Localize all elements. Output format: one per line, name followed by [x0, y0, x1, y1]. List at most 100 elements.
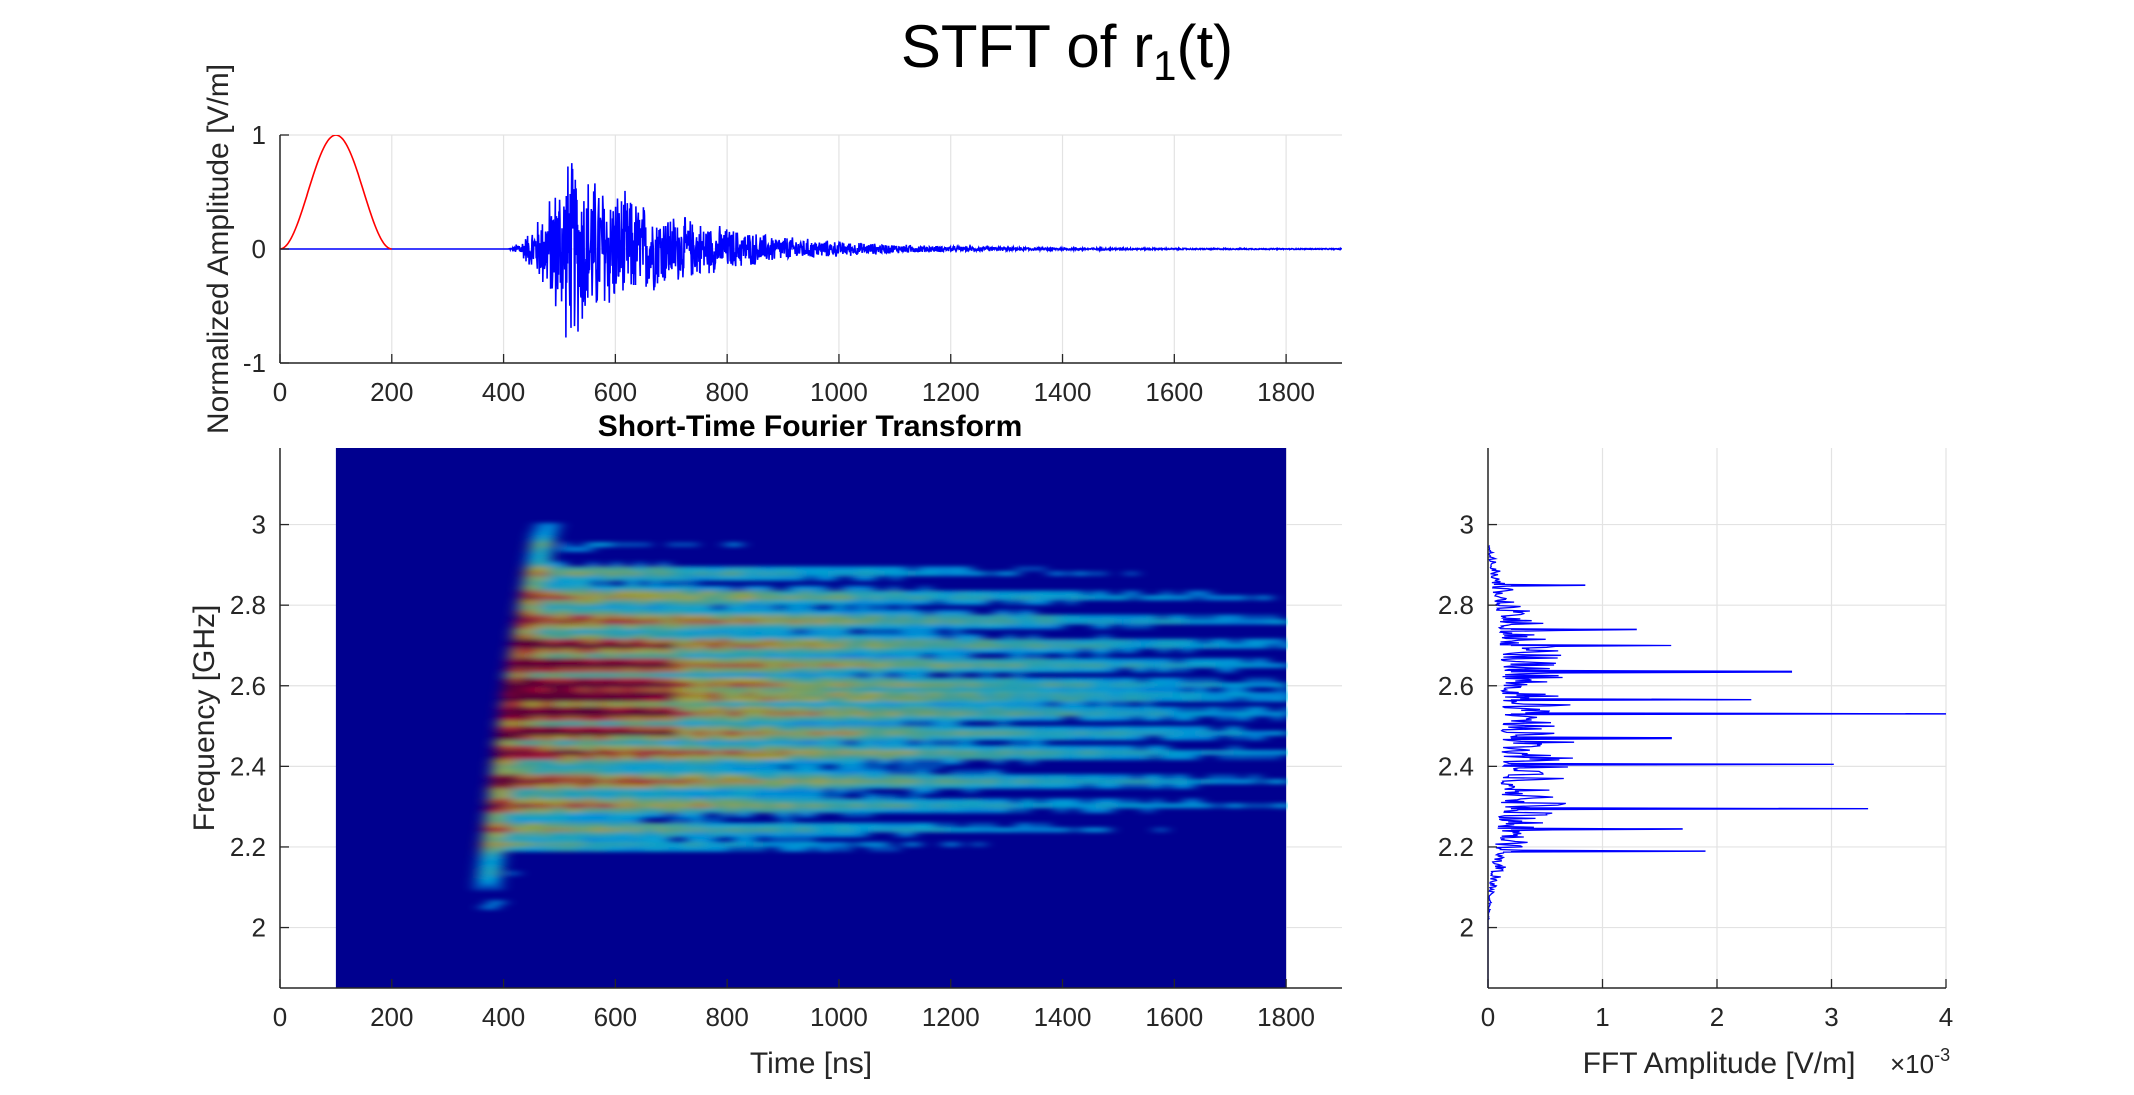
stft-heatmap-cell	[1072, 697, 1082, 701]
stft-heatmap-cell	[918, 741, 927, 745]
stft-heatmap-cell	[724, 591, 733, 595]
stft-heatmap-cell	[639, 833, 648, 837]
stft-heatmap-cell	[913, 717, 923, 721]
stft-heatmap-cell	[687, 664, 696, 667]
stft-heatmap-cell	[627, 809, 636, 813]
stft-heatmap-cell	[840, 596, 850, 600]
stft-heatmap-cell	[734, 823, 744, 827]
stft-heatmap-cell	[543, 847, 552, 851]
stft-heatmap-cell	[729, 644, 739, 648]
stft-heatmap-cell	[976, 775, 985, 779]
stft-heatmap-cell	[845, 702, 854, 706]
stft-heatmap-cell	[632, 581, 641, 585]
stft-heatmap-cell	[1117, 712, 1127, 716]
stft-heatmap-cell	[985, 707, 994, 711]
stft-heatmap-cell	[729, 693, 738, 696]
stft-heatmap-cell	[858, 775, 868, 779]
stft-heatmap-cell	[959, 784, 968, 788]
stft-heatmap-cell	[673, 654, 682, 658]
stft-heatmap-cell	[791, 649, 801, 653]
stft-heatmap-cell	[1110, 659, 1120, 663]
stft-heatmap-cell	[658, 751, 668, 754]
stft-heatmap-cell	[678, 586, 687, 590]
stft-heatmap-cell	[898, 770, 907, 774]
stft-heatmap-cell	[772, 775, 782, 779]
stft-heatmap-cell	[1015, 828, 1025, 832]
stft-heatmap-cell	[1059, 683, 1068, 687]
stft-heatmap-cell	[644, 683, 653, 687]
stft-heatmap-cell	[1002, 755, 1011, 759]
stft-heatmap-cell	[673, 697, 683, 701]
stft-heatmap-cell	[643, 606, 652, 609]
stft-heatmap-cell	[1192, 683, 1201, 687]
stft-heatmap-cell	[1035, 688, 1044, 692]
stft-heatmap-cell	[1254, 644, 1263, 648]
stft-heatmap-cell	[1104, 649, 1114, 653]
stft-heatmap-cell	[507, 664, 516, 667]
stft-heatmap-cell	[738, 639, 748, 643]
stft-heatmap-cell	[1048, 572, 1058, 576]
stft-heatmap-cell	[648, 712, 657, 716]
stft-heatmap-cell	[1097, 693, 1106, 696]
stft-heatmap-cell	[1171, 780, 1180, 784]
stft-heatmap-cell	[536, 726, 546, 730]
stft-heatmap-cell	[675, 601, 685, 605]
stft-heatmap-cell	[789, 620, 798, 624]
stft-heatmap-cell	[872, 591, 882, 595]
stft-heatmap-cell	[764, 668, 774, 672]
stft-heatmap-cell	[917, 799, 927, 803]
stft-heatmap-cell	[827, 828, 837, 832]
stft-heatmap-cell	[772, 833, 781, 837]
stft-heatmap-cell	[911, 842, 921, 846]
stft-heatmap-cell	[767, 567, 777, 571]
stft-heatmap-cell	[606, 784, 616, 788]
stft-heatmap-cell	[969, 659, 979, 663]
stft-heatmap-cell	[964, 644, 974, 648]
stft-heatmap-cell	[1181, 615, 1190, 619]
stft-heatmap-cell	[700, 731, 709, 735]
stft-heatmap-cell	[539, 707, 548, 711]
stft-heatmap-cell	[992, 770, 1001, 774]
stft-heatmap-cell	[692, 731, 702, 735]
stft-heatmap-cell	[589, 741, 598, 745]
stft-heatmap-cell	[1055, 620, 1064, 624]
stft-heatmap-cell	[894, 601, 904, 605]
stft-heatmap-cell	[761, 688, 770, 692]
stft-heatmap-cell	[662, 833, 672, 837]
stft-heatmap-cell	[929, 717, 938, 721]
stft-heatmap-cell	[549, 804, 558, 808]
stft-heatmap-cell	[869, 751, 879, 754]
stft-heatmap-cell	[616, 712, 626, 716]
stft-heatmap-cell	[784, 606, 793, 609]
stft-heatmap-cell	[1101, 625, 1110, 629]
stft-heatmap-cell	[934, 736, 943, 740]
stft-heatmap-cell	[709, 780, 718, 784]
stft-heatmap-cell	[1180, 620, 1190, 624]
stft-heatmap-cell	[680, 707, 689, 711]
stft-heatmap-cell	[888, 784, 898, 788]
stft-heatmap-cell	[1018, 751, 1028, 754]
stft-heatmap-cell	[560, 673, 569, 677]
stft-heatmap-cell	[637, 842, 647, 846]
stft-heatmap-cell	[1228, 659, 1237, 663]
stft-heatmap-cell	[937, 620, 947, 624]
stft-heatmap-cell	[853, 755, 863, 759]
stft-heatmap-cell	[718, 770, 727, 774]
stft-heatmap-cell	[492, 876, 501, 880]
stft-heatmap-cell	[597, 741, 606, 745]
stft-heatmap-cell	[683, 639, 693, 643]
stft-heatmap-cell	[802, 726, 812, 730]
stft-heatmap-cell	[576, 668, 586, 672]
stft-heatmap-cell	[813, 615, 823, 619]
stft-heatmap-cell	[1267, 615, 1277, 619]
stft-heatmap-cell	[834, 722, 844, 725]
stft-heatmap-cell	[564, 697, 573, 701]
stft-heatmap-cell	[661, 731, 670, 735]
stft-heatmap-cell	[678, 833, 687, 837]
stft-heatmap-cell	[656, 620, 665, 624]
stft-heatmap-cell	[1274, 664, 1283, 667]
stft-heatmap-cell	[549, 688, 559, 692]
stft-heatmap-cell	[779, 673, 788, 677]
stft-heatmap-cell	[822, 751, 832, 754]
stft-heatmap-cell	[578, 765, 587, 769]
